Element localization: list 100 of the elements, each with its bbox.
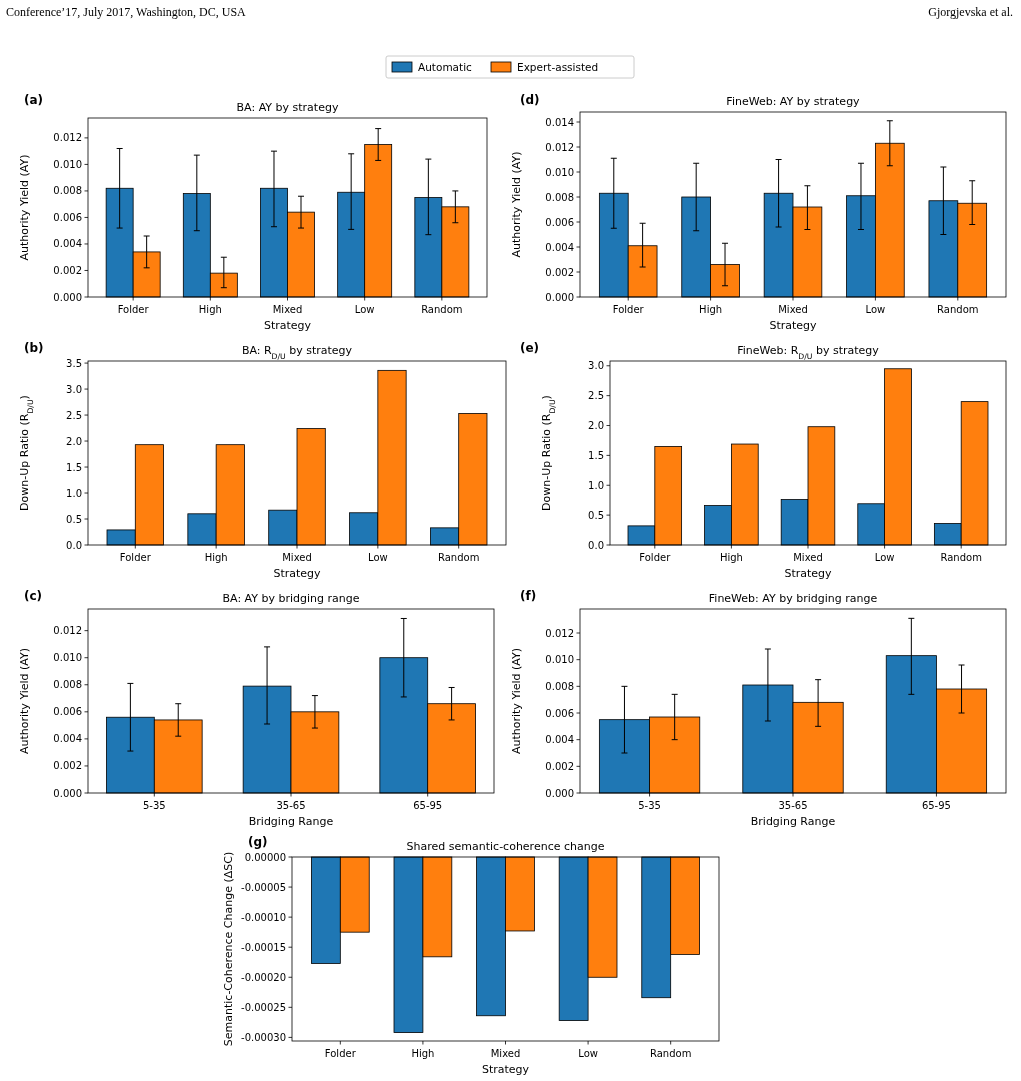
y-tick-label: 0.0 [66,539,82,551]
x-tick-label: 65-95 [921,800,951,811]
x-tick-label: High [719,552,743,563]
y-tick-label: 0.014 [545,116,574,128]
x-tick-label: Mixed [778,304,808,315]
x-tick-label: Random [649,1048,692,1059]
y-tick-label: -0.00005 [241,881,286,893]
chart-title: FineWeb: R$_{D/U}$ by strategy [737,344,880,361]
x-tick-label: Folder [117,304,150,315]
y-tick-label: 0.010 [545,654,574,666]
y-tick-label: 0.002 [545,266,574,278]
y-tick-label: 0.012 [53,132,82,144]
y-tick-label: 2.5 [66,409,82,421]
x-axis-title: Strategy [481,1063,530,1076]
text: (b) [24,341,44,355]
y-axis-title: Authority Yield (AY) [18,647,31,755]
y-tick-label: 1.0 [588,479,604,491]
y-tick-label: 0.010 [53,652,82,664]
y-tick-label: 0.008 [53,185,82,197]
y-tick-label: 0.010 [545,166,574,178]
x-axis-title: Bridging Range [750,815,836,828]
y-tick-label: 3.5 [66,357,82,369]
text: (a) [24,93,44,107]
chart-title: BA: AY by strategy [236,101,339,114]
y-tick-label: 1.5 [66,461,82,473]
y-tick-label: 0.000 [53,291,82,303]
x-axis-title: Strategy [263,319,312,332]
x-tick-label: Mixed [490,1048,521,1059]
text: (c) [24,589,43,603]
y-tick-label: -0.00030 [241,1031,286,1043]
x-tick-label: High [699,304,723,315]
y-tick-label: 0.002 [53,264,82,276]
x-tick-label: Mixed [793,552,823,563]
y-tick-label: 0.008 [53,679,82,691]
y-tick-label: 0.004 [545,241,574,253]
y-tick-label: 0.006 [53,706,82,718]
x-tick-label: 35-65 [778,800,808,811]
x-tick-label: Random [421,304,463,315]
text: (e) [520,341,540,355]
legend-label: Expert-assisted [517,61,599,73]
text: (d) [520,93,540,107]
y-tick-label: -0.00020 [241,971,286,983]
y-tick-label: -0.00010 [241,911,286,923]
y-tick-label: 0.00000 [244,851,286,863]
y-tick-label: 0.012 [53,625,82,637]
x-tick-label: 35-65 [276,800,306,811]
y-tick-label: 0.000 [53,787,82,799]
x-tick-label: Low [368,552,388,563]
y-tick-label: 0.006 [53,211,82,223]
y-tick-label: 0.010 [53,158,82,170]
x-tick-label: 5-35 [142,800,166,811]
x-tick-label: High [198,304,222,315]
y-tick-label: 0.0 [588,539,604,551]
y-tick-label: 2.0 [588,420,604,432]
x-tick-label: Folder [324,1048,357,1059]
x-axis-title: Strategy [769,319,818,332]
x-axis-title: Bridging Range [248,815,334,828]
x-tick-label: Random [937,304,979,315]
x-tick-label: Low [354,304,375,315]
x-axis-title: Strategy [784,567,833,580]
y-tick-label: 0.006 [545,707,574,719]
y-axis-title: Authority Yield (AY) [510,647,523,755]
y-tick-label: 3.0 [66,383,82,395]
y-axis-title: Authority Yield (AY) [18,154,31,261]
y-tick-label: 2.0 [66,435,82,447]
y-tick-label: 0.008 [545,191,574,203]
legend-label: Automatic [418,61,473,73]
y-axis-title: Authority Yield (AY) [510,151,523,258]
chart-title: FineWeb: AY by bridging range [708,592,878,605]
chart-title: Shared semantic-coherence change [406,840,605,853]
x-axis-title: Strategy [273,567,322,580]
y-tick-label: 0.5 [66,513,82,525]
x-tick-label: 5-35 [638,800,661,811]
y-tick-label: 0.000 [545,291,574,303]
x-tick-label: Low [865,304,886,315]
chart-title: BA: R$_{D/U}$ by strategy [241,344,353,361]
y-tick-label: 0.004 [53,238,82,250]
y-tick-label: 3.0 [588,360,604,372]
x-tick-label: Mixed [272,304,303,315]
text: (f) [520,589,537,603]
y-tick-label: 0.008 [545,680,574,692]
y-tick-label: 1.5 [588,449,604,461]
x-tick-label: High [411,1048,435,1059]
x-tick-label: Random [940,552,982,563]
y-tick-label: 0.002 [53,760,82,772]
y-tick-label: 0.012 [545,141,574,153]
x-tick-label: Random [438,552,480,563]
x-tick-label: Folder [639,552,672,563]
text: Conference’17, July 2017, Washington, DC, USA [6,5,247,19]
x-tick-label: Mixed [282,552,312,563]
x-tick-label: Folder [119,552,152,563]
y-tick-label: 1.0 [66,487,82,499]
chart-title: BA: AY by bridging range [222,592,360,605]
x-tick-label: Folder [612,304,645,315]
y-axis-title: Semantic-Coherence Change (ΔSC) [222,851,235,1047]
y-tick-label: -0.00025 [241,1001,286,1013]
y-tick-label: 0.004 [545,734,574,746]
y-tick-label: 0.002 [545,760,574,772]
y-tick-label: 0.006 [545,216,574,228]
y-tick-label: 0.000 [545,787,574,799]
